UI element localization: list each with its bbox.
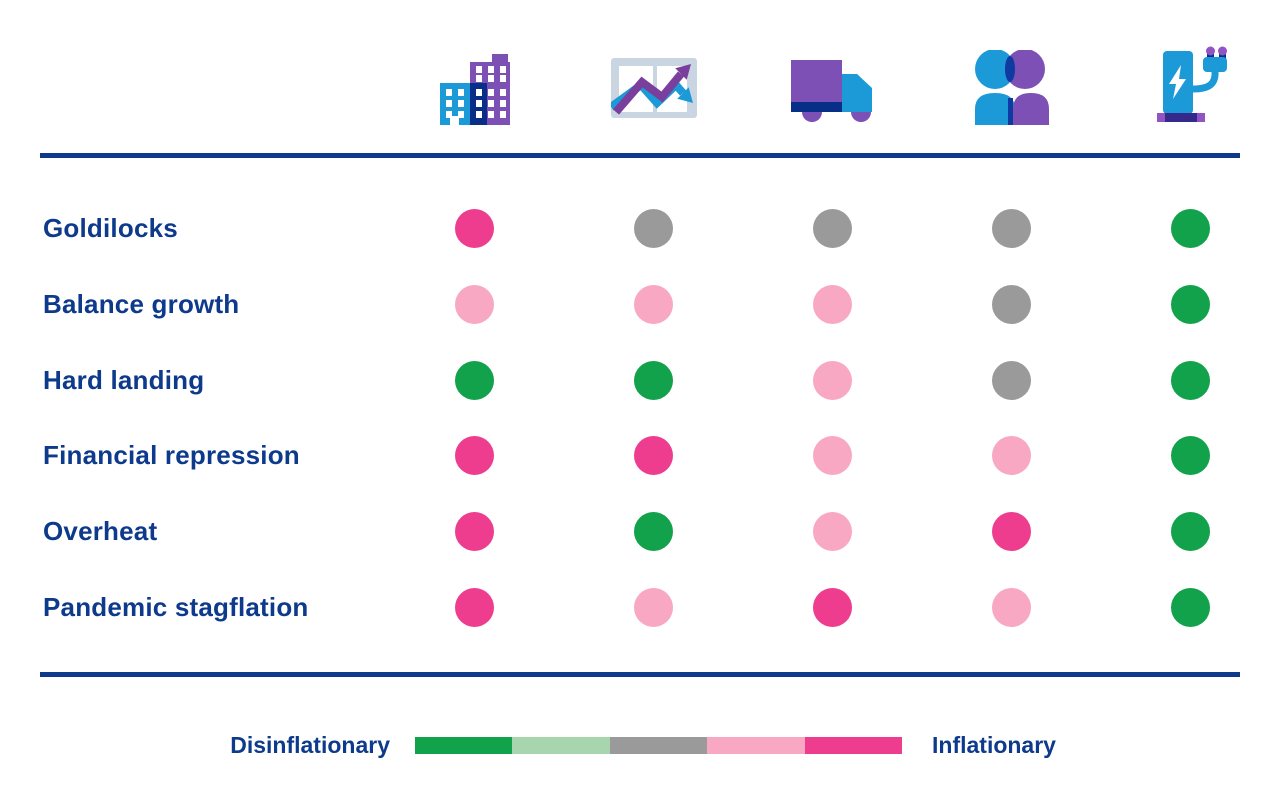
rating-dot — [1171, 587, 1210, 627]
rating-dot — [813, 587, 852, 627]
legend-segment-disinflationary — [415, 737, 513, 754]
column-line-chart — [608, 58, 697, 118]
legend-left-label: Disinflationary — [230, 732, 390, 758]
rating-dot — [634, 360, 673, 400]
rating-dot — [455, 285, 494, 325]
rating-dot — [455, 209, 494, 249]
people-icon — [974, 49, 1049, 125]
rating-dot — [455, 587, 494, 627]
truck-icon — [790, 60, 872, 122]
line-chart-icon — [608, 58, 697, 118]
buildings-icon — [439, 54, 510, 125]
rating-dot — [455, 512, 494, 552]
rating-dot — [813, 512, 852, 552]
footer-divider — [40, 672, 1240, 677]
rating-dot — [634, 209, 673, 249]
rating-dot — [813, 360, 852, 400]
rating-dot — [813, 436, 852, 476]
scenario-label: Overheat — [43, 516, 158, 547]
rating-dot — [992, 512, 1031, 552]
legend-right-label: Inflationary — [932, 732, 1056, 758]
legend-segment-mildly_inflationary — [707, 737, 805, 754]
rating-dot — [1171, 436, 1210, 476]
rating-dot — [813, 285, 852, 325]
scenario-label: Pandemic stagflation — [43, 591, 309, 622]
rating-dot — [455, 360, 494, 400]
scenario-label: Goldilocks — [43, 213, 178, 244]
rating-dot — [634, 285, 673, 325]
column-icons-header — [0, 36, 1280, 128]
rating-dot — [1171, 360, 1210, 400]
legend-segment-neutral — [609, 737, 708, 754]
rating-dot — [992, 209, 1031, 249]
scenario-label: Balance growth — [43, 289, 240, 320]
rating-dot — [634, 587, 673, 627]
rating-dot — [992, 587, 1031, 627]
column-truck — [790, 60, 875, 122]
header-divider — [40, 153, 1240, 158]
rating-dot — [634, 512, 673, 552]
column-people — [972, 49, 1052, 128]
ev-charger-icon — [1156, 46, 1227, 122]
rating-dot — [992, 360, 1031, 400]
scenario-label: Hard landing — [43, 364, 205, 395]
rating-dot — [1171, 512, 1210, 552]
rating-dot — [992, 436, 1031, 476]
rating-dot — [992, 285, 1031, 325]
legend-scale-bar — [415, 737, 903, 754]
scenario-label: Financial repression — [43, 440, 300, 471]
rating-dot — [1171, 285, 1210, 325]
scenario-table-body: Goldilocks Balance growth Hard landing Fina… — [0, 191, 1280, 645]
rating-dot — [1171, 209, 1210, 249]
legend-segment-mildly_disinflationary — [512, 737, 610, 754]
rating-dot — [455, 436, 494, 476]
rating-dot — [813, 209, 852, 249]
column-buildings — [439, 54, 510, 125]
column-ev-charger — [1152, 41, 1230, 126]
rating-dot — [634, 436, 673, 476]
legend-segment-strongly_inflationary — [804, 737, 903, 754]
